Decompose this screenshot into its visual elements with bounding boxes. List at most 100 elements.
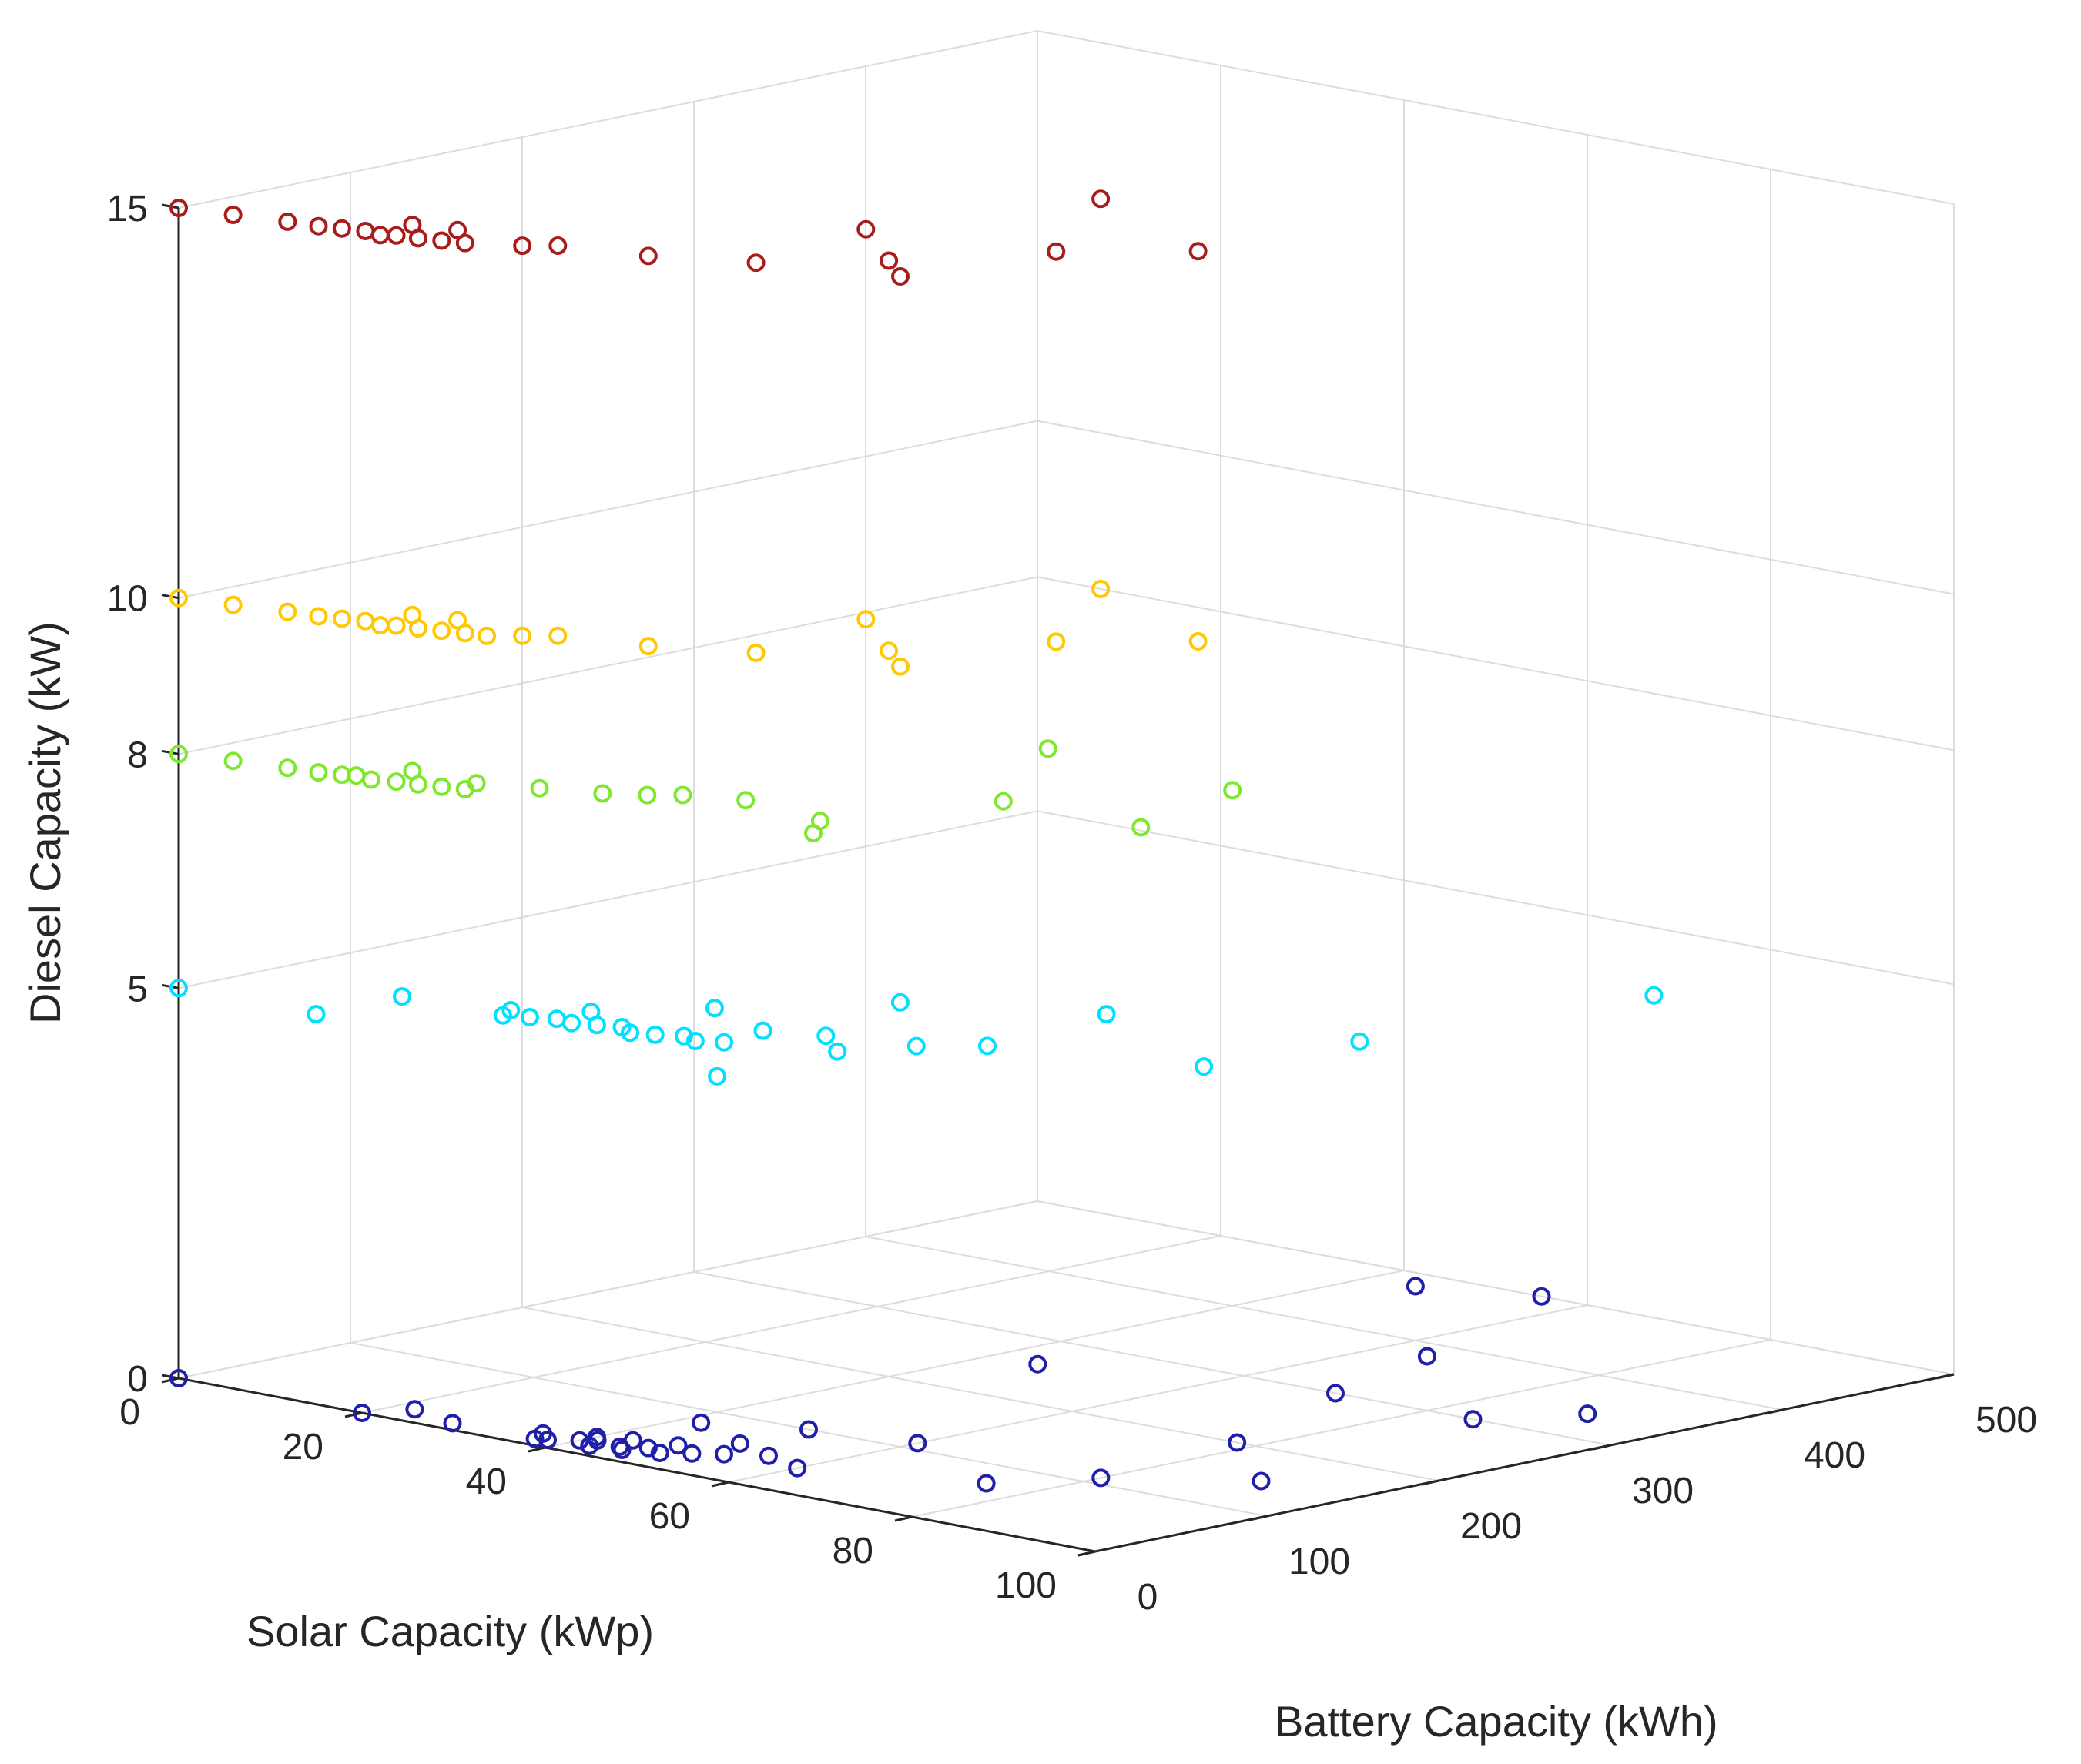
data-point: [278, 212, 297, 231]
grid-line-wall-xz: [1037, 420, 1955, 595]
data-point: [309, 607, 328, 626]
grid-line-wall-xz: [1037, 30, 1955, 205]
z-tick-label: 10: [107, 579, 148, 620]
data-point: [370, 226, 390, 245]
data-point: [908, 1434, 927, 1453]
data-point: [638, 785, 657, 805]
data-point: [538, 1431, 557, 1449]
x-axis-label: Solar Capacity (kWp): [246, 1607, 654, 1655]
data-point: [1091, 189, 1111, 209]
data-point: [1097, 1005, 1116, 1024]
series-0: [169, 1277, 1597, 1493]
data-point: [548, 236, 568, 255]
data-point: [1188, 632, 1208, 651]
y-tick-label: 500: [1975, 1400, 2037, 1441]
data-point: [562, 1013, 581, 1033]
series-3: [169, 580, 1208, 676]
data-point: [705, 999, 724, 1018]
data-point: [581, 1003, 601, 1021]
x-tick-label: 0: [119, 1392, 140, 1433]
data-point: [890, 992, 910, 1012]
data-point: [530, 778, 549, 798]
data-point: [856, 219, 876, 239]
x-tick-label: 40: [466, 1461, 507, 1502]
data-point: [1091, 580, 1111, 598]
grid-line-wall-yz: [178, 420, 1038, 599]
data-point: [403, 216, 422, 235]
data-point: [547, 1009, 566, 1029]
data-point: [1195, 1057, 1214, 1076]
y-axis-line: [1094, 1373, 1955, 1553]
data-point: [650, 1444, 669, 1462]
data-point: [799, 1420, 818, 1439]
data-point: [1532, 1287, 1551, 1306]
data-point: [387, 616, 406, 635]
data-point: [994, 792, 1013, 811]
z-tick-label: 8: [127, 735, 148, 775]
data-point: [223, 206, 243, 224]
data-point: [370, 616, 390, 635]
data-point: [332, 219, 351, 238]
data-point: [730, 1434, 749, 1453]
y-tick-label: 0: [1138, 1577, 1158, 1618]
data-point: [432, 777, 451, 796]
y-tick-mark: [1764, 1408, 1783, 1415]
data-point: [356, 611, 375, 631]
data-point: [1223, 781, 1242, 800]
data-point: [1406, 1277, 1425, 1296]
data-point: [645, 1025, 665, 1044]
data-point: [906, 1036, 926, 1056]
grid-layer: [178, 30, 1955, 1552]
data-point: [891, 267, 910, 286]
data-point: [1131, 818, 1151, 837]
data-point: [1047, 242, 1066, 261]
data-point: [692, 1413, 711, 1432]
series-2: [169, 739, 1242, 843]
z-tick-label: 15: [107, 189, 148, 229]
data-point: [880, 251, 899, 270]
data-point: [828, 1042, 847, 1061]
data-point: [978, 1036, 997, 1056]
data-point: [393, 987, 411, 1006]
data-point: [387, 772, 406, 792]
data-point: [307, 1005, 326, 1024]
data-point: [856, 610, 876, 629]
z-tick-label: 5: [127, 969, 148, 1009]
z-axis-label: Diesel Capacity (kW): [21, 621, 69, 1024]
data-point: [478, 626, 497, 645]
data-point: [621, 1023, 639, 1043]
data-point: [570, 1431, 589, 1450]
data-point: [1578, 1404, 1597, 1424]
data-point: [467, 774, 486, 793]
data-point: [169, 199, 188, 217]
data-point: [1644, 986, 1664, 1005]
grid-line-wall-yz: [178, 30, 1038, 209]
y-axis-label: Battery Capacity (kWh): [1275, 1697, 1718, 1746]
data-point: [356, 222, 375, 240]
data-point: [804, 824, 823, 843]
grid-line-wall-xz: [1037, 810, 1955, 986]
data-point: [715, 1033, 733, 1052]
grid-line-floor-x: [361, 1235, 1221, 1414]
data-point: [746, 253, 766, 273]
data-point: [169, 979, 188, 998]
point-layer: [169, 189, 1664, 1493]
data-point: [309, 216, 328, 236]
data-point: [816, 1026, 836, 1046]
data-point: [403, 605, 422, 624]
data-point: [685, 1032, 705, 1050]
data-point: [169, 1369, 188, 1387]
data-point: [580, 1436, 599, 1455]
tick-layer: 0 20 40 60 80 100 0 100 200 300 400 500 0 5 8 10 15: [107, 189, 2037, 1618]
data-point: [361, 770, 380, 789]
data-point: [520, 1008, 539, 1026]
grid-line-wall-yz: [178, 576, 1038, 755]
y-tick-label: 200: [1460, 1506, 1522, 1547]
y-tick-mark: [1593, 1444, 1611, 1451]
data-point: [278, 602, 297, 621]
data-point: [638, 637, 658, 656]
data-point: [673, 785, 692, 805]
data-point: [1350, 1032, 1369, 1051]
y-tick-label: 300: [1632, 1471, 1694, 1511]
data-point: [309, 763, 328, 782]
